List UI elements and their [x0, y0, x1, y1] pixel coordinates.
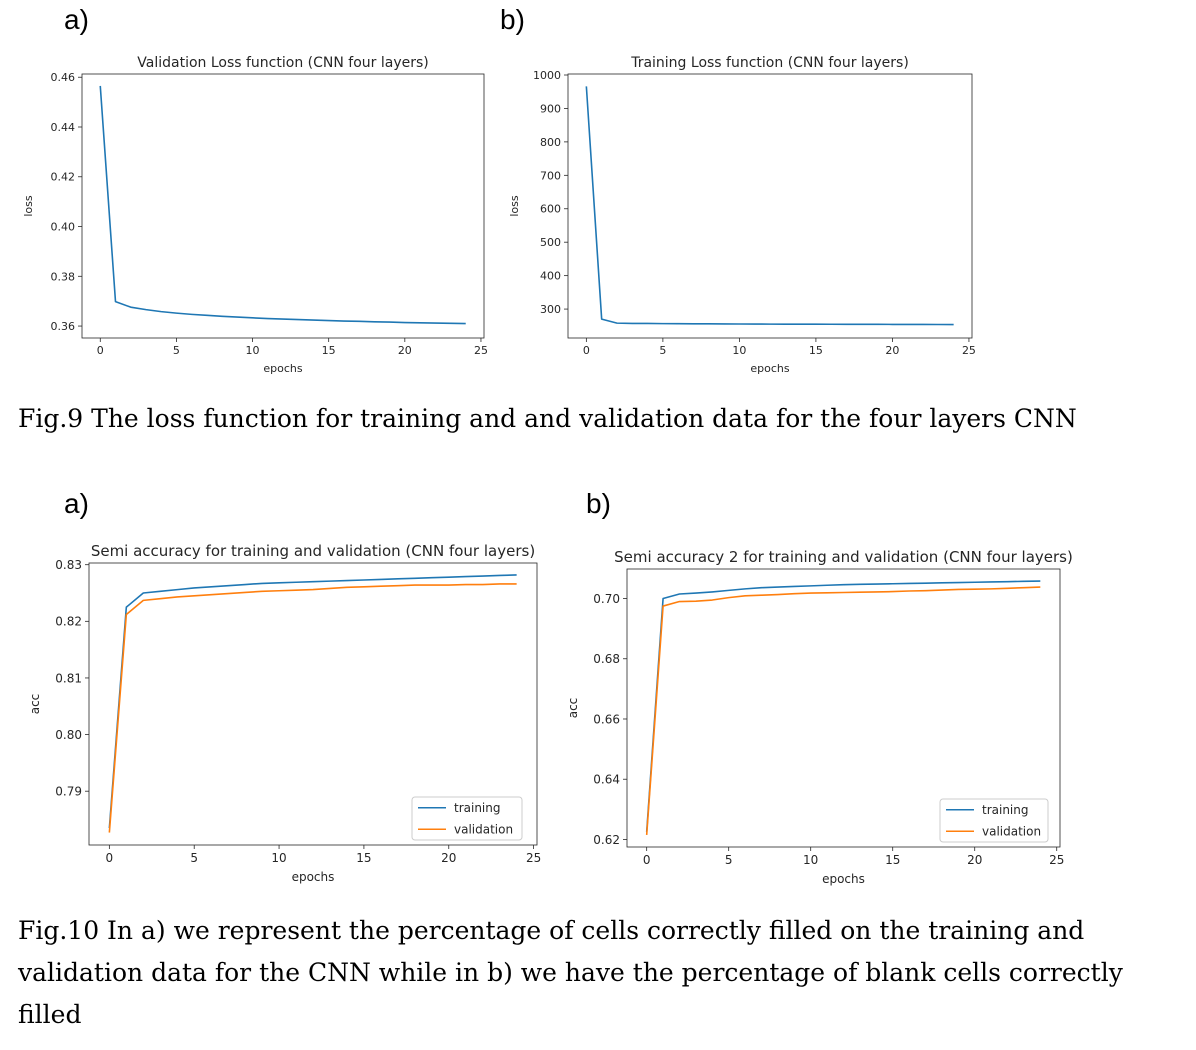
legend-label-training: training: [982, 803, 1029, 817]
y-tick-label: 0.44: [51, 121, 76, 134]
y-tick-label: 0.36: [51, 320, 76, 333]
x-tick-label: 10: [246, 344, 260, 357]
x-tick-label: 0: [583, 344, 590, 357]
y-axis-label: loss: [508, 195, 521, 217]
x-tick-label: 5: [173, 344, 180, 357]
y-axis-label: acc: [28, 694, 42, 715]
x-axis-label: epochs: [263, 362, 302, 375]
chart-title: Semi accuracy for training and validatio…: [91, 542, 535, 560]
x-tick-label: 20: [885, 344, 899, 357]
legend-label-training: training: [454, 801, 501, 815]
chart-title: Semi accuracy 2 for training and validat…: [614, 548, 1073, 566]
y-tick-label: 1000: [533, 69, 561, 82]
y-tick-label: 0.66: [593, 712, 620, 726]
y-tick-label: 400: [540, 270, 561, 283]
x-tick-label: 15: [322, 344, 336, 357]
y-tick-label: 0.68: [593, 652, 620, 666]
x-tick-label: 20: [967, 853, 982, 867]
chart-title: Training Loss function (CNN four layers): [630, 55, 909, 71]
x-tick-label: 5: [725, 853, 733, 867]
series-line-validation: [108, 583, 517, 833]
x-tick-label: 5: [190, 851, 198, 865]
legend-label-validation: validation: [454, 823, 513, 837]
y-tick-label: 600: [540, 203, 561, 216]
x-axis-label: epochs: [750, 362, 789, 375]
series-line: [99, 85, 466, 325]
x-tick-label: 0: [106, 851, 114, 865]
y-axis-label: loss: [22, 195, 35, 217]
y-tick-label: 0.82: [55, 615, 82, 629]
series-line: [585, 86, 954, 326]
x-tick-label: 10: [732, 344, 746, 357]
fig10-caption-line-2: validation data for the CNN while in b) …: [18, 958, 1123, 987]
y-tick-label: 0.62: [593, 833, 620, 847]
y-tick-label: 700: [540, 169, 561, 182]
fig10-panel-b-label: b): [586, 488, 611, 519]
x-tick-label: 10: [803, 853, 818, 867]
fig10-caption-line-1: Fig.10 In a) we represent the percentage…: [18, 916, 1085, 945]
x-axis-label: epochs: [292, 870, 335, 884]
fig10-caption: Fig.10 In a) we represent the percentage…: [18, 910, 1123, 1036]
y-axis-label: acc: [566, 698, 580, 719]
chart-title: Validation Loss function (CNN four layer…: [137, 55, 428, 71]
y-tick-label: 300: [540, 303, 561, 316]
fig9-panel-a-label: a): [64, 4, 89, 35]
y-tick-label: 0.42: [51, 171, 76, 184]
plot-area-frame: [567, 73, 973, 339]
y-tick-label: 0.83: [55, 558, 82, 572]
x-tick-label: 20: [441, 851, 456, 865]
y-tick-label: 0.64: [593, 773, 620, 787]
series-line-training: [645, 580, 1041, 832]
fig10-caption-line-3: filled: [18, 1000, 82, 1029]
y-tick-label: 0.80: [55, 728, 82, 742]
x-tick-label: 25: [1049, 853, 1064, 867]
x-tick-label: 25: [474, 344, 488, 357]
fig9-caption: Fig.9 The loss function for training and…: [18, 404, 1077, 433]
y-tick-label: 0.79: [55, 785, 82, 799]
x-tick-label: 25: [526, 851, 541, 865]
x-tick-label: 0: [97, 344, 104, 357]
plot-area-frame: [626, 568, 1061, 848]
series-line-validation: [645, 586, 1041, 836]
x-tick-label: 15: [885, 853, 900, 867]
legend-label-validation: validation: [982, 825, 1041, 839]
y-tick-label: 0.81: [55, 671, 82, 685]
y-tick-label: 0.46: [51, 71, 76, 84]
y-tick-label: 900: [540, 102, 561, 115]
x-tick-label: 25: [962, 344, 976, 357]
plot-area-frame: [88, 562, 538, 846]
series-line-training: [108, 574, 517, 829]
x-tick-label: 15: [356, 851, 371, 865]
y-tick-label: 0.70: [593, 592, 620, 606]
y-tick-label: 0.40: [51, 220, 76, 233]
x-tick-label: 20: [398, 344, 412, 357]
x-tick-label: 0: [643, 853, 651, 867]
y-tick-label: 0.38: [51, 270, 76, 283]
y-tick-label: 800: [540, 136, 561, 149]
fig10-panel-a-label: a): [64, 488, 89, 519]
x-tick-label: 5: [659, 344, 666, 357]
x-axis-label: epochs: [822, 872, 865, 886]
fig9-panel-b-label: b): [500, 4, 525, 35]
y-tick-label: 500: [540, 236, 561, 249]
plot-area-frame: [81, 73, 485, 339]
x-tick-label: 15: [809, 344, 823, 357]
x-tick-label: 10: [271, 851, 286, 865]
